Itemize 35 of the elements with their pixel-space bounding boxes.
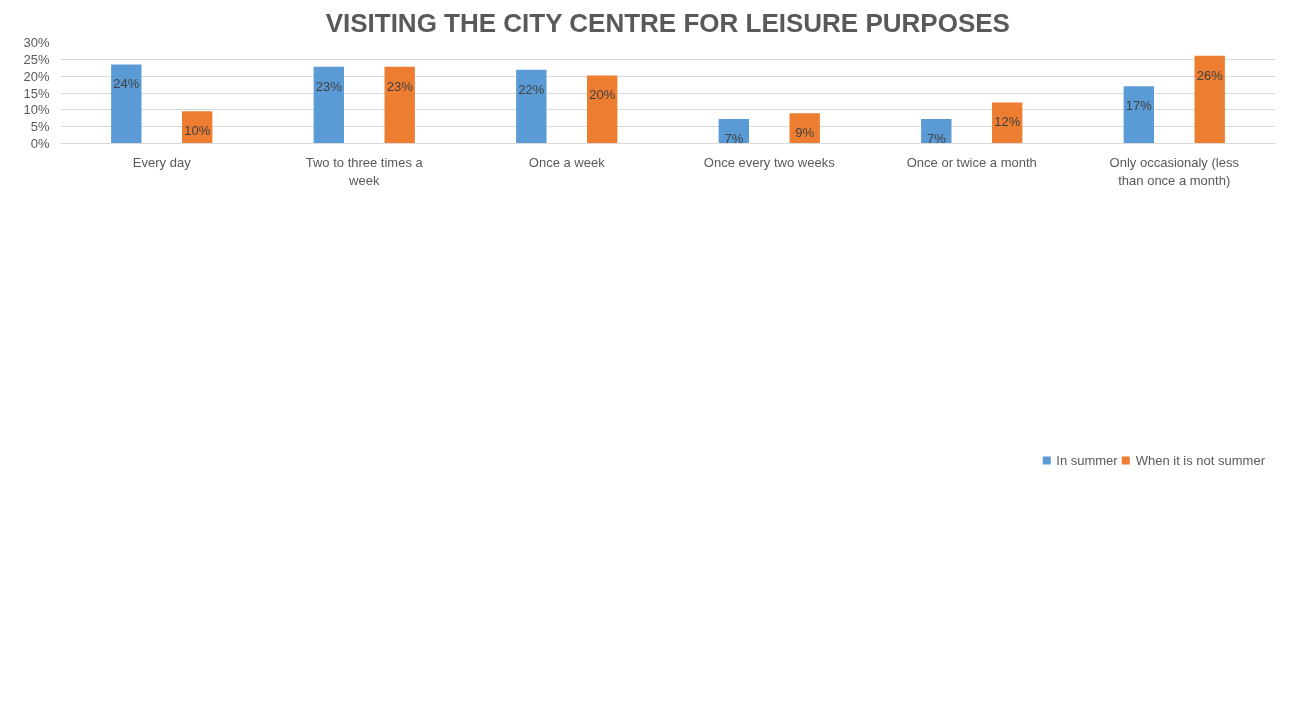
bar [516,69,547,144]
data-label: 24% [113,76,140,92]
data-label: 26% [1196,67,1224,83]
bar [1194,55,1225,144]
y-tick-label: 25% [23,51,50,67]
x-tick-label: Two to three times a week [305,154,424,188]
x-tick-label: Once or twice a month [906,154,1037,170]
data-label: 9% [795,125,815,141]
x-tick-label: Once every two weeks [703,154,836,170]
data-label: 23% [386,78,414,94]
y-tick-label: 10% [23,102,50,118]
x-tick-label: Every day [132,154,192,170]
data-label: 10% [184,123,211,139]
data-label: 22% [518,81,545,97]
data-label: 7% [724,130,744,146]
y-tick-label: 5% [30,119,50,135]
legend-label: When it is not summer [1135,452,1265,468]
bar [111,64,142,144]
chart-title: VISITING THE CITY CENTRE FOR LEISURE PURPOSES [325,7,1010,38]
data-label: 17% [1125,98,1153,114]
y-tick-label: 0% [30,136,50,151]
data-label: 23% [315,78,343,94]
data-label: 12% [994,114,1021,130]
bar [587,75,618,144]
x-tick-label: Once a week [528,154,606,170]
legend-label: In summer [1056,452,1118,468]
bar [313,66,344,144]
y-tick-label: 15% [23,85,50,101]
data-label: 7% [926,130,947,146]
bar [384,66,415,144]
y-tick-label: 30% [23,35,50,50]
bar [1123,86,1154,144]
x-tick-label: Only occasionaly (less than once a month) [1109,154,1240,188]
data-label: 20% [589,87,616,103]
y-tick-label: 20% [23,68,50,84]
